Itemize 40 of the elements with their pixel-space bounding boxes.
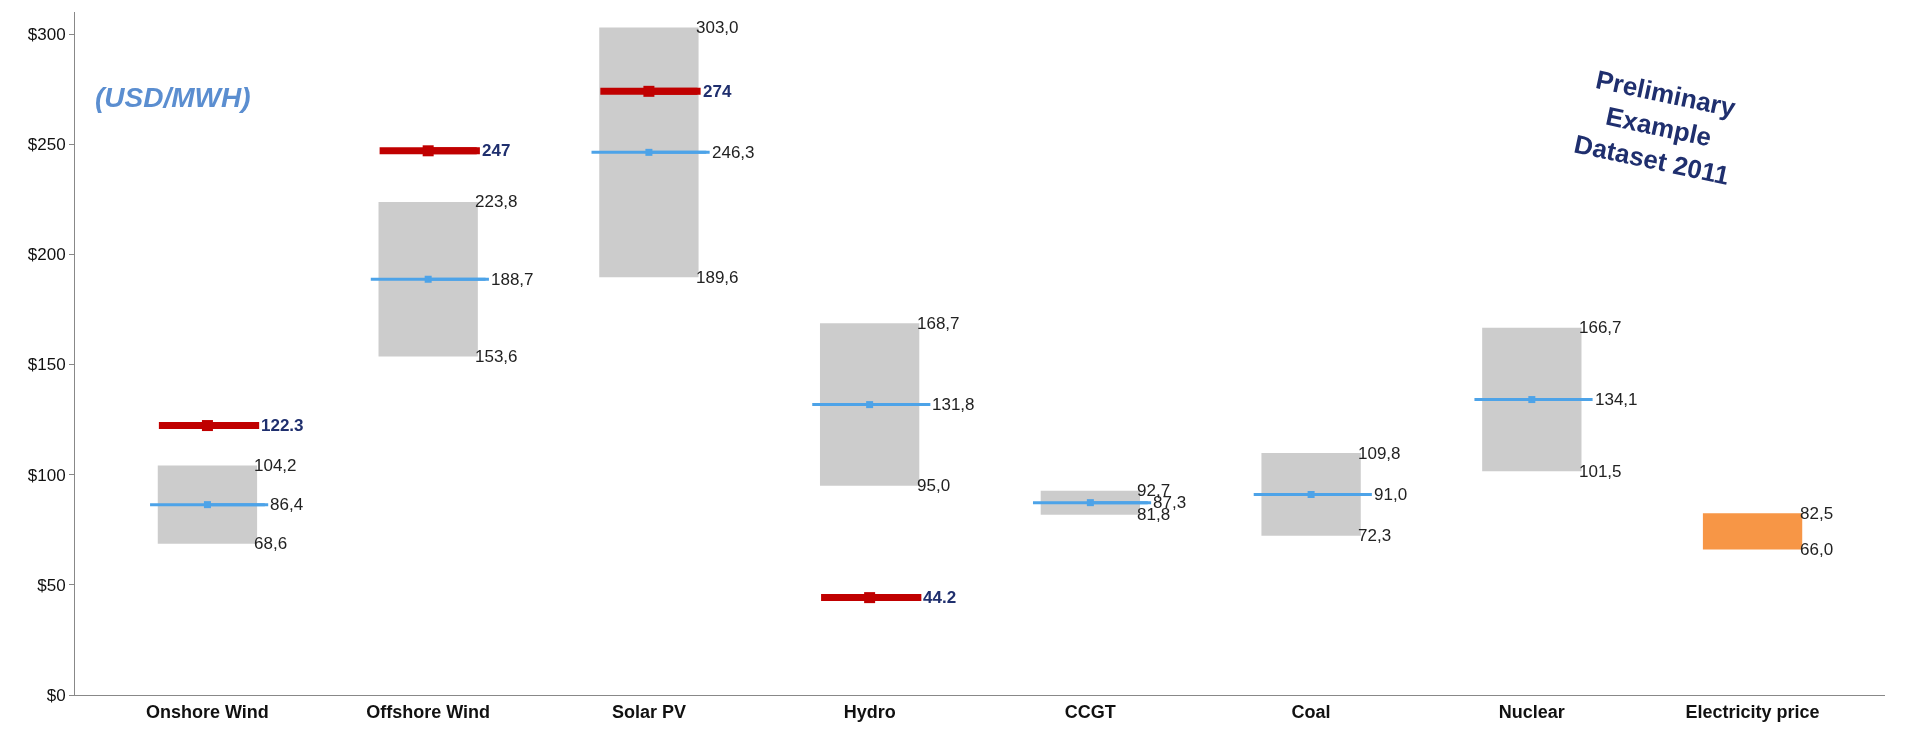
annotation: 44.2 bbox=[923, 588, 957, 607]
annotation: 246,3 bbox=[712, 143, 755, 162]
annotation: 188,7 bbox=[491, 270, 534, 289]
annotation: 166,7 bbox=[1579, 318, 1622, 337]
x-tick-label: Offshore Wind bbox=[366, 701, 491, 722]
annotation: 274 bbox=[703, 82, 732, 101]
x-tick-label: Solar PV bbox=[611, 701, 686, 722]
annotation: 153,6 bbox=[475, 347, 518, 366]
annotation: 91,0 bbox=[1374, 485, 1408, 504]
annotation: 104,2 bbox=[254, 456, 297, 475]
annotation: 101,5 bbox=[1579, 462, 1622, 481]
x-tick-label: Hydro bbox=[843, 701, 896, 722]
x-tick-label: Nuclear bbox=[1498, 701, 1565, 722]
annotation: 189,6 bbox=[696, 268, 739, 287]
annotation: 68,6 bbox=[254, 534, 288, 553]
x-tick-label: CCGT bbox=[1064, 701, 1116, 722]
annotation: 82,5 bbox=[1800, 504, 1834, 523]
annotation: 122.3 bbox=[261, 416, 304, 435]
annotation: (USD/MWH) bbox=[95, 82, 251, 113]
y-tick-label: $300 bbox=[27, 24, 66, 44]
annotation: 223,8 bbox=[475, 192, 518, 211]
annotation: 134,1 bbox=[1595, 390, 1638, 409]
y-tick-label: $250 bbox=[27, 135, 66, 155]
y-tick-label: $200 bbox=[27, 245, 66, 265]
x-tick-label: Coal bbox=[1291, 701, 1331, 722]
annotation: 303,0 bbox=[696, 18, 739, 37]
x-tick-label: Onshore Wind bbox=[146, 701, 269, 722]
annotation: 72,3 bbox=[1358, 526, 1392, 545]
y-tick-label: $150 bbox=[27, 355, 66, 375]
annotation: 131,8 bbox=[932, 395, 975, 414]
annotation: 168,7 bbox=[917, 314, 960, 333]
y-tick-label: $100 bbox=[27, 465, 66, 485]
annotation: 66,0 bbox=[1800, 540, 1834, 559]
annotation: 95,0 bbox=[917, 476, 951, 495]
y-tick-label: $50 bbox=[37, 575, 66, 595]
annotation: 109,8 bbox=[1358, 444, 1401, 463]
y-tick-label: $0 bbox=[46, 685, 66, 705]
x-tick-label: Electricity price bbox=[1685, 701, 1820, 722]
annotation: 86,4 bbox=[270, 495, 304, 514]
annotation: 247 bbox=[482, 141, 511, 160]
